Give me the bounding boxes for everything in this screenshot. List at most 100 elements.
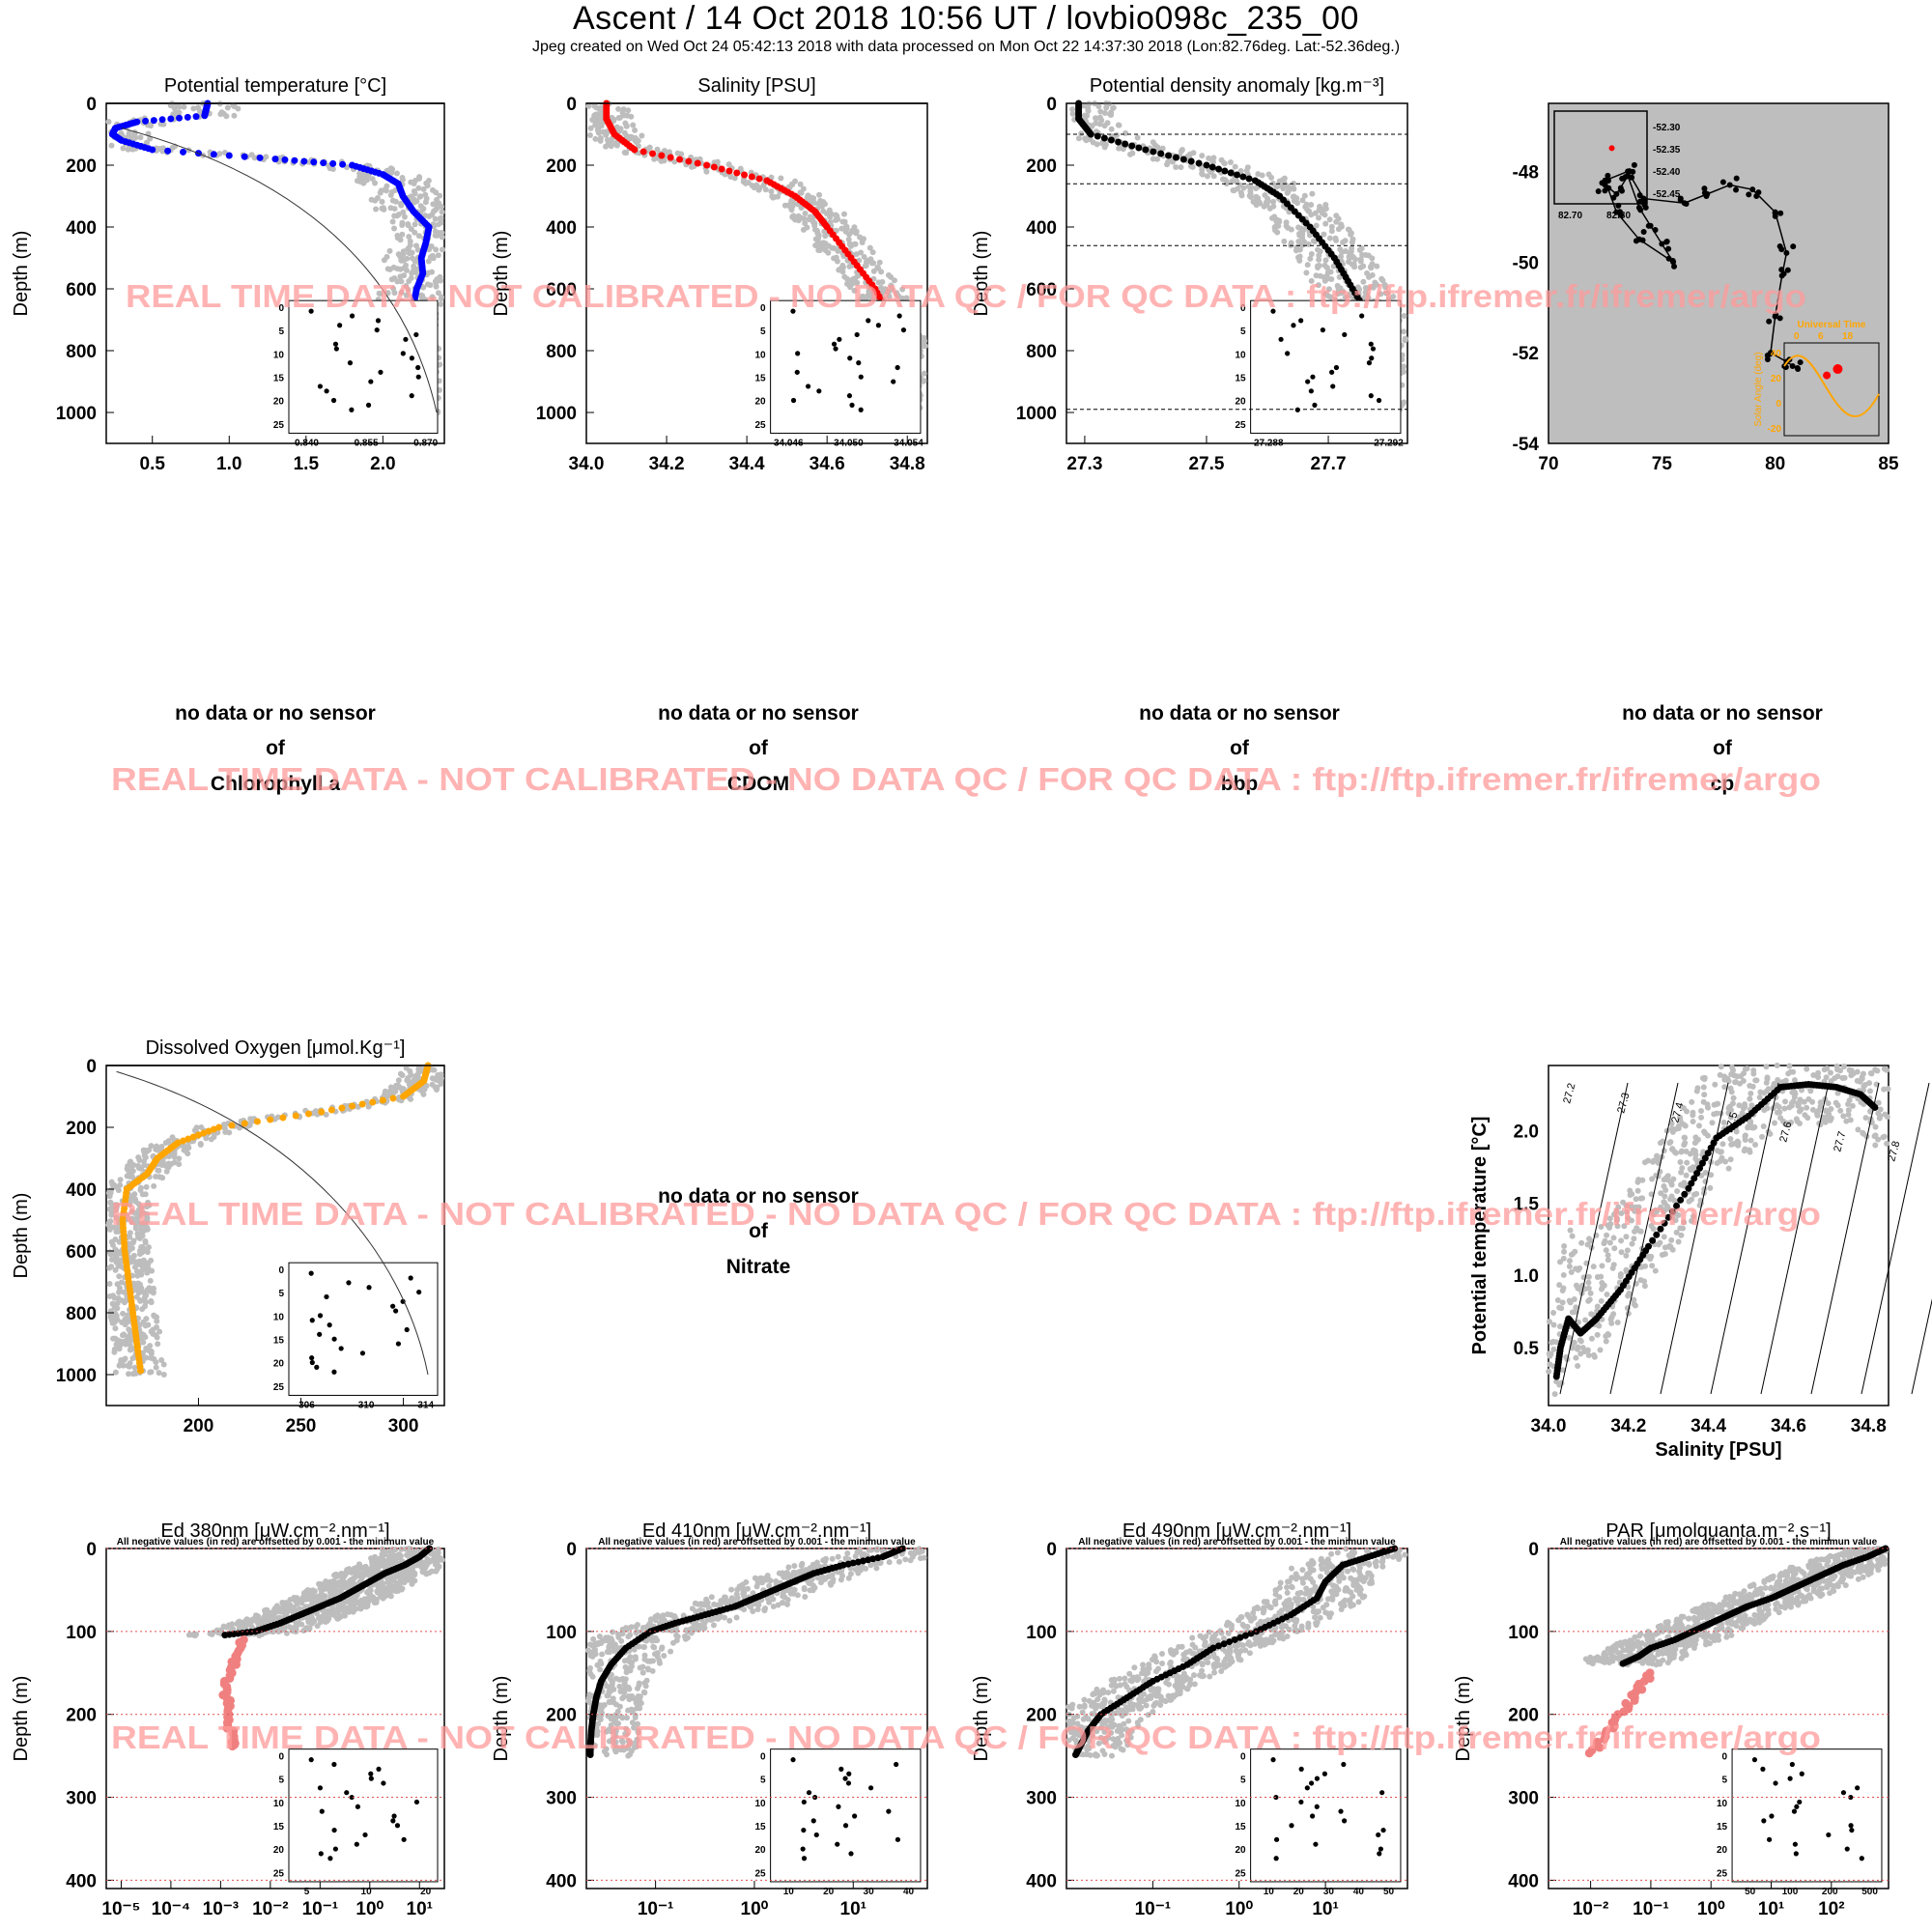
sal-inset-ytick-label: 5 <box>760 327 766 337</box>
sal-history-point <box>885 271 892 278</box>
dens-history-point <box>1274 229 1281 236</box>
dens-inset-point <box>1305 379 1311 384</box>
dens-inset-point <box>1291 323 1296 328</box>
sal-history-point <box>835 247 841 254</box>
oxy-profile-point <box>253 1118 261 1125</box>
ts-history-point <box>1594 1303 1601 1310</box>
sal-inset-point <box>858 407 864 412</box>
temp-ytick-label: 600 <box>66 280 97 300</box>
ts-history-point <box>1550 1309 1557 1316</box>
ts-history-point <box>1815 1069 1822 1076</box>
temp-history-point <box>190 105 197 112</box>
sal-history-point <box>839 269 846 275</box>
temp-history-point <box>425 258 432 265</box>
ts-history-point <box>1608 1314 1615 1321</box>
oxy-history-point <box>153 1174 159 1180</box>
oxy-history-point <box>141 1149 148 1155</box>
dens-history-point <box>1390 294 1397 300</box>
dens-history-point <box>1321 231 1327 238</box>
ts-history-point <box>1632 1302 1638 1309</box>
dens-inset-xtick-label: 27.292 <box>1374 438 1404 448</box>
ts-history-point <box>1772 1120 1778 1126</box>
ts-history-point <box>1623 1252 1630 1259</box>
sal-history-point <box>833 212 839 218</box>
temp-inset-point <box>374 327 380 333</box>
dens-history-point <box>1264 195 1271 202</box>
sal-ylabel: Depth (m) <box>491 231 512 317</box>
ts-history-point <box>1689 1098 1695 1105</box>
sal-history-point <box>625 107 632 114</box>
dens-history-point <box>1238 192 1245 199</box>
ts-history-point <box>1692 1134 1699 1141</box>
ts-history-point <box>1845 1111 1852 1118</box>
dens-history-point <box>1101 109 1108 116</box>
ts-history-point <box>1883 1066 1889 1073</box>
ts-history-point <box>1627 1187 1634 1194</box>
sal-history-point <box>795 213 802 219</box>
dens-history-point <box>1367 264 1374 270</box>
oxy-history-point <box>155 1341 161 1348</box>
ts-history-point <box>1586 1236 1593 1242</box>
sal-history-point <box>613 124 620 130</box>
dens-history-point <box>1257 200 1264 207</box>
ts-history-point <box>1666 1242 1673 1249</box>
ts-frame <box>1548 1065 1889 1406</box>
temp-inset-point <box>308 308 314 314</box>
sal-profile-point <box>710 163 718 171</box>
map-track-point <box>1659 241 1665 247</box>
ts-history-point <box>1698 1107 1705 1114</box>
map-track-point <box>1637 207 1644 213</box>
map-ytick-label: -54 <box>1513 435 1540 455</box>
temp-inset-ytick-label: 0 <box>278 303 284 314</box>
temp-history-point <box>415 185 422 191</box>
map-track-line <box>1770 316 1776 354</box>
oxy-history-point <box>130 1252 137 1259</box>
temp-profile-point <box>225 152 233 159</box>
temp-history-point <box>374 195 381 202</box>
sal-chart: Salinity [PSU]Depth (m)02004006008001000… <box>491 75 928 474</box>
oxy-history-point <box>119 1339 126 1346</box>
map-track-point <box>1784 267 1791 273</box>
ts-history-point <box>1722 1158 1729 1165</box>
map-track-point <box>1605 172 1611 179</box>
dens-profile-point <box>1203 161 1210 169</box>
sal-history-point <box>586 132 593 139</box>
dens-history-point <box>1321 277 1328 284</box>
temp-history-point <box>156 145 163 152</box>
ts-history-point <box>1569 1233 1576 1239</box>
dens-ytick-label: 800 <box>1026 342 1057 362</box>
dens-history-point <box>1335 215 1342 222</box>
dens-history-point <box>1360 278 1367 285</box>
sal-history-point <box>703 168 710 175</box>
ts-history-point <box>1667 1139 1674 1146</box>
map-sun-xtick: 18 <box>1842 331 1854 342</box>
dens-history-point <box>1369 255 1376 262</box>
oxy-history-point <box>137 1187 144 1194</box>
ts-history-point <box>1747 1137 1754 1144</box>
oxy-profile-point <box>318 1108 326 1116</box>
sal-history-point <box>604 136 611 143</box>
temp-history-point <box>405 245 412 252</box>
temp-history-point <box>231 112 238 119</box>
temp-history-point <box>392 198 399 205</box>
map-track-line <box>1649 225 1662 244</box>
sal-ytick-label: 1000 <box>536 404 577 424</box>
oxy-history-point <box>150 1289 156 1295</box>
dens-history-point <box>1094 141 1100 148</box>
ts-history-point <box>1682 1134 1689 1141</box>
map-inset-lat-label: -52.45 <box>1653 189 1681 200</box>
temp-history-point <box>417 203 424 210</box>
dens-history-point <box>1401 313 1407 320</box>
map-track-point <box>1677 196 1684 203</box>
temp-inset-xtick-label: 0.840 <box>295 438 319 448</box>
sal-inset-point <box>866 318 871 324</box>
temp-history-point <box>422 199 429 206</box>
dens-history-point <box>1315 282 1321 289</box>
dens-history-point <box>1348 248 1354 255</box>
map-track-point <box>1766 318 1773 325</box>
sal-history-point <box>585 102 592 109</box>
dens-history-point <box>1179 147 1185 154</box>
oxy-inset-point <box>366 1285 372 1291</box>
oxy-history-point <box>158 1356 165 1363</box>
ts-history-point <box>1599 1263 1605 1269</box>
